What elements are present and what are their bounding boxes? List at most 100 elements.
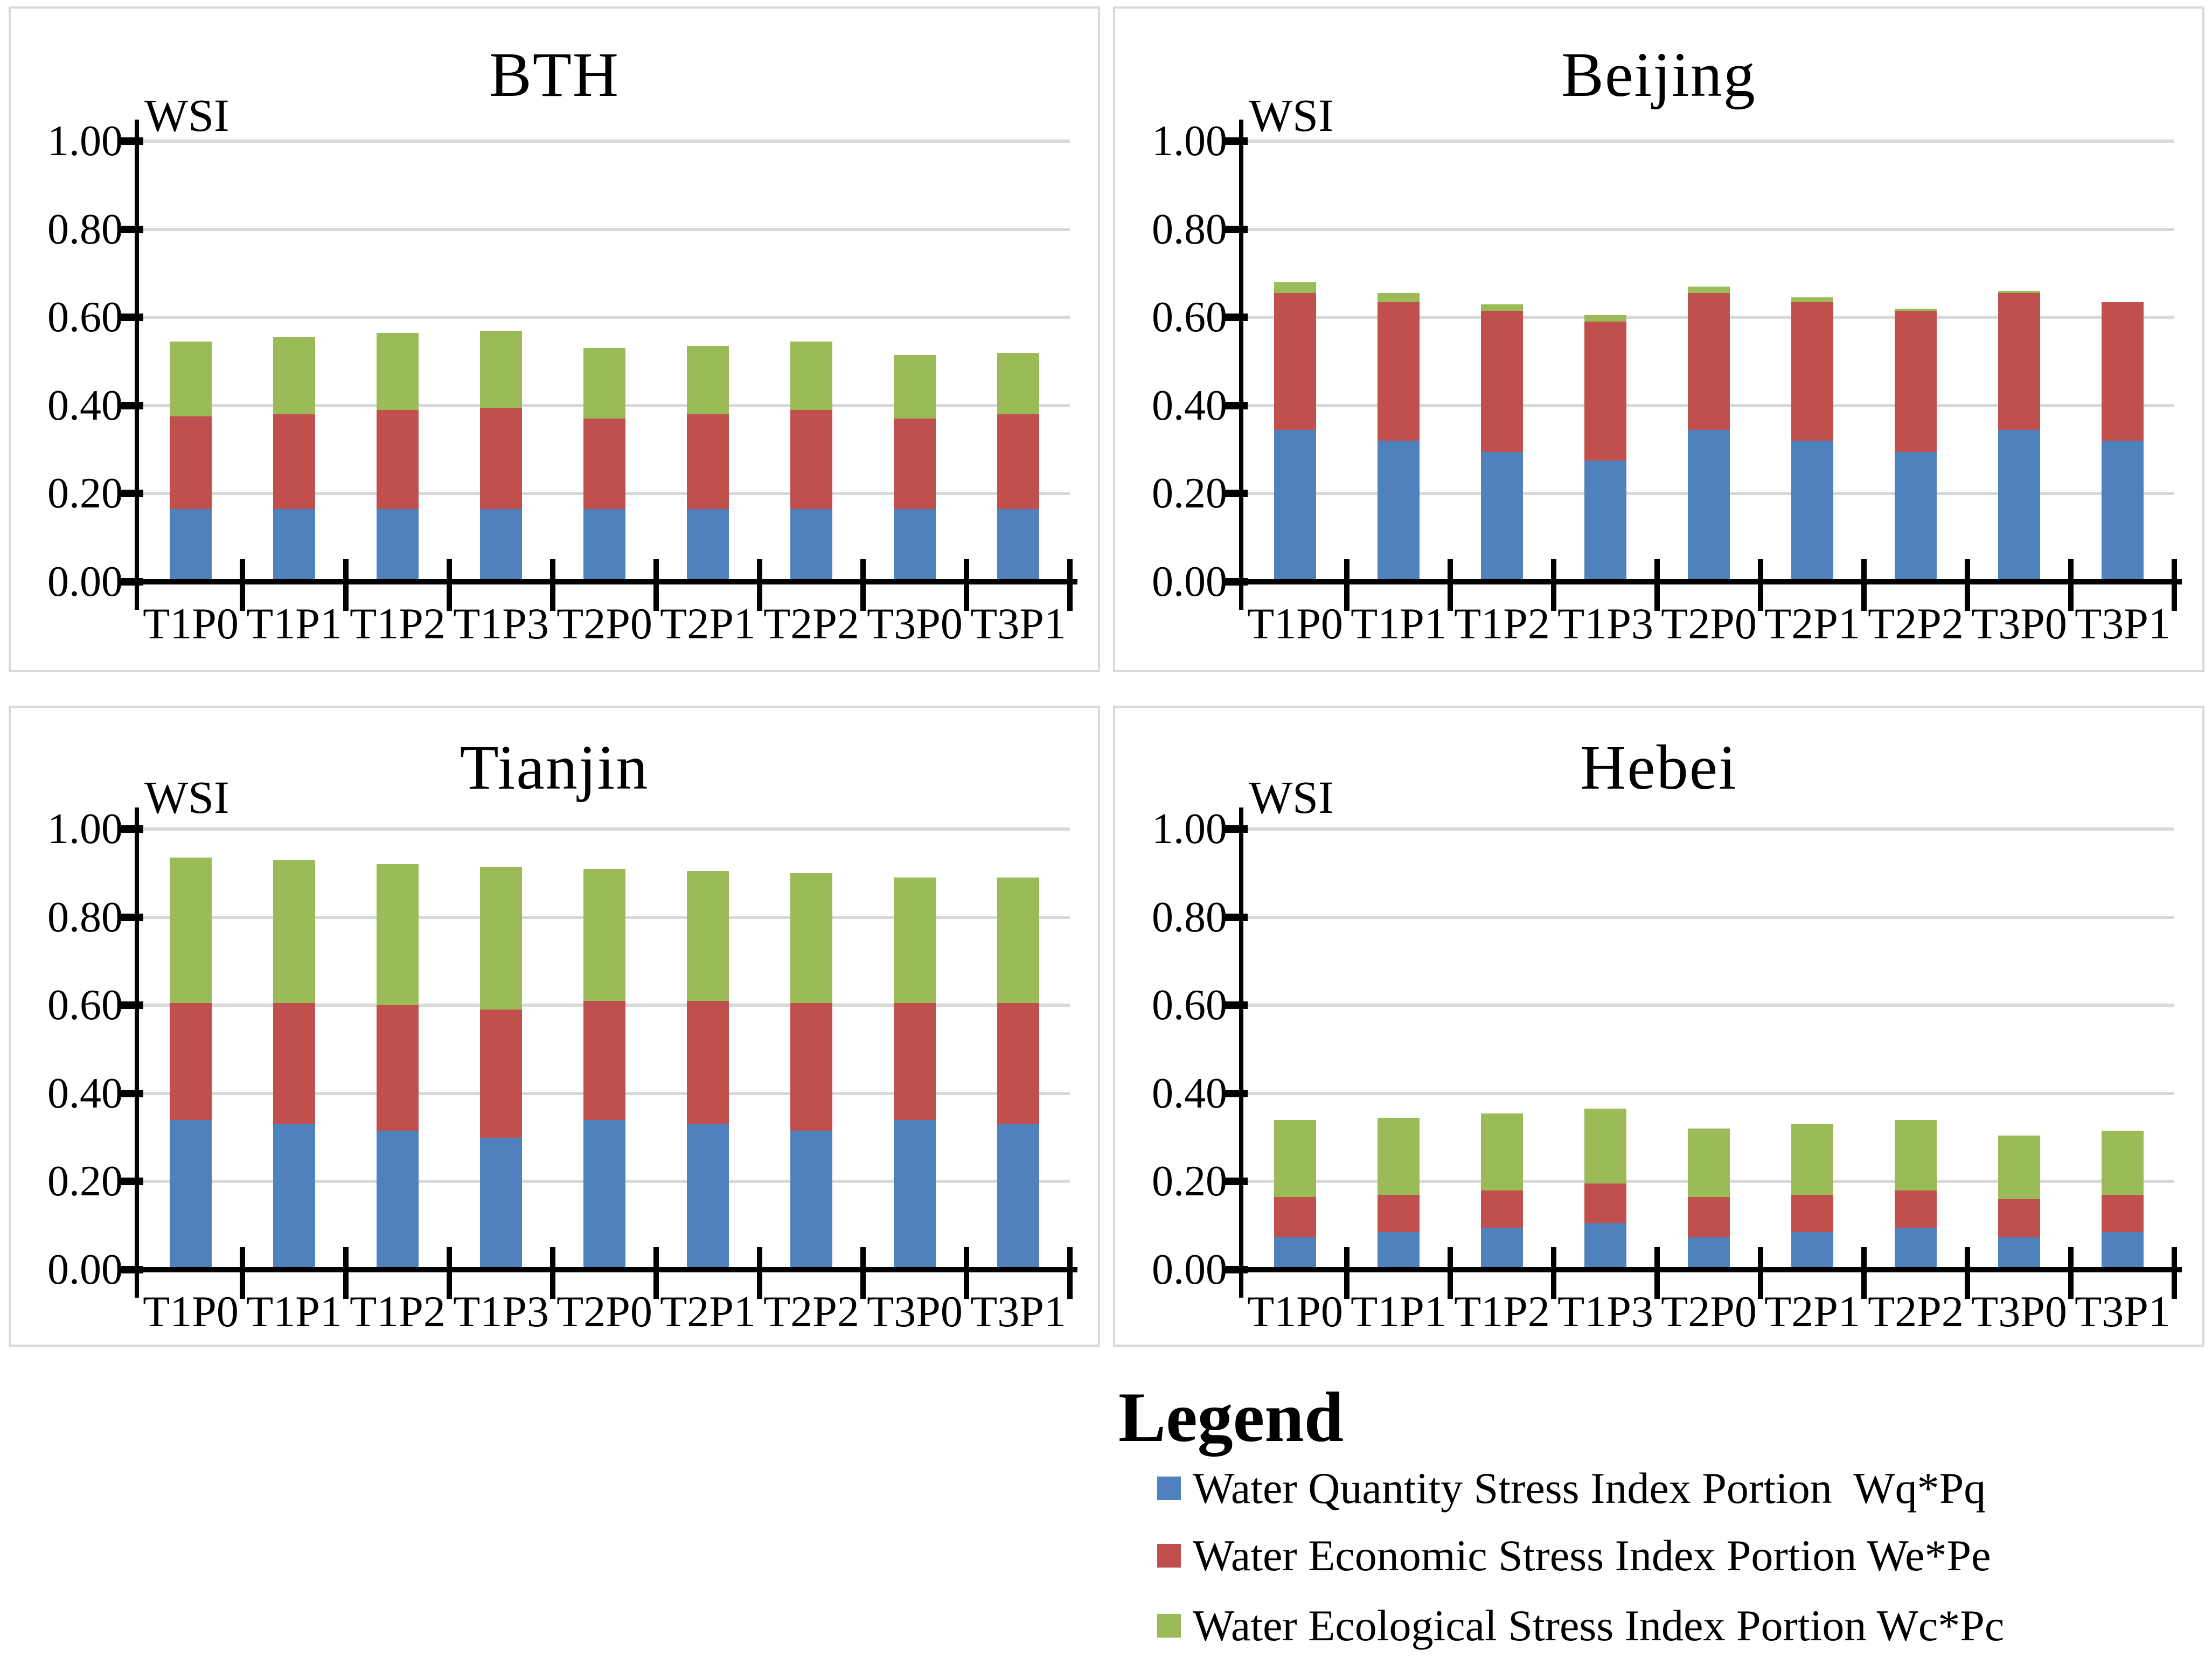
x-tick-label: T1P1 [1351,1287,1446,1336]
bar-segment-s0-T3P1 [2102,1232,2144,1270]
x-axis-tick [343,559,349,611]
bar-segment-s2-T1P2 [377,864,419,1006]
bar-segment-s2-T1P3 [1584,1109,1626,1184]
bar-segment-s0-T2P2 [790,1131,832,1270]
y-tick-label: 0.60 [1152,981,1227,1029]
bar-segment-s0-T1P0 [170,1119,212,1270]
gridline [139,227,1070,231]
bar-segment-s1-T2P1 [687,1001,729,1125]
x-axis-line [130,579,1077,584]
x-tick-label: T1P0 [143,1287,239,1336]
bar-segment-s0-T2P2 [790,509,832,582]
y-tick-label: 1.00 [47,117,123,165]
x-tick-label: T1P2 [1454,1287,1550,1336]
bar-segment-s2-T1P3 [480,866,522,1010]
bar-segment-s1-T2P1 [687,414,729,510]
bar-segment-s1-T3P1 [997,414,1039,510]
legend-swatch-ecological-icon [1157,1614,1181,1638]
y-tick-label: 0.60 [47,981,123,1029]
x-axis-tick [2172,559,2177,611]
bar-segment-s1-T2P2 [1895,310,1937,452]
legend-title: Legend [1118,1377,1344,1457]
bar-segment-s2-T1P0 [170,858,212,1004]
bar-segment-s0-T1P0 [1274,1236,1316,1270]
x-axis-tick [1448,559,1453,611]
chart-title: Beijing [1561,39,1756,110]
x-tick-label: T2P2 [1868,599,1964,648]
x-tick-label: T1P0 [1247,599,1343,648]
x-tick-label: T1P0 [143,599,239,648]
bar-segment-s2-T3P0 [894,877,936,1004]
x-axis-tick [1965,559,1970,611]
bar-segment-s1-T2P1 [1791,302,1833,441]
bar-segment-s0-T1P1 [273,509,315,582]
chart-title: BTH [489,39,620,110]
x-tick-label: T3P0 [1971,599,2067,648]
bar-segment-s0-T3P0 [894,1119,936,1270]
y-tick-label: 0.40 [1152,1069,1227,1117]
x-axis-tick [343,1247,349,1299]
bar-segment-s0-T2P1 [687,509,729,582]
bar-segment-s2-T2P1 [1791,297,1833,302]
bar-segment-s1-T1P1 [1378,1194,1420,1233]
x-tick-label: T2P0 [1661,1287,1757,1336]
x-axis-tick [240,559,245,611]
chart-panel-tianjin: Tianjin WSI 0.00 0.20 0.40 0.60 0.80 1.00 T1P0… [9,706,1100,1347]
plot-area: 0.00 0.20 0.40 0.60 0.80 1.00 T1P0 T1P1 T1P2 T1P3… [1152,117,2182,648]
x-tick-label: T1P1 [246,1287,342,1336]
x-tick-label: T1P0 [1247,1287,1343,1336]
x-axis-tick [1758,1247,1763,1299]
y-axis-title: WSI [1249,771,1334,823]
bar-segment-s0-T1P1 [1378,441,1420,582]
y-tick-label: 0.40 [1152,381,1227,429]
bar-segment-s2-T1P1 [273,337,315,415]
x-axis-tick [240,1247,245,1299]
x-axis-tick [447,1247,452,1299]
y-axis-title: WSI [1249,89,1334,141]
x-axis-tick [1067,559,1073,611]
bar-segment-s0-T3P0 [1998,429,2040,582]
y-tick-label: 0.00 [1152,558,1227,605]
bar-segment-s0-T1P2 [1481,1228,1523,1270]
bar-segment-s0-T3P0 [1998,1236,2040,1270]
bar-segment-s2-T2P2 [790,342,832,410]
x-axis-tick [1067,1247,1073,1299]
x-tick-label: T1P3 [453,599,549,648]
y-tick-label: 0.20 [1152,470,1227,518]
x-axis-tick [757,1247,762,1299]
gridline [1243,915,2174,919]
x-axis-tick [2068,1247,2074,1299]
x-tick-label: T1P3 [1557,1287,1653,1336]
bar-segment-s1-T1P2 [1481,310,1523,452]
bar-segment-s1-T2P2 [790,409,832,510]
x-axis-line [1235,579,2182,584]
x-axis-tick [1861,1247,1867,1299]
chart-panel-hebei: Hebei WSI 0.00 0.20 0.40 0.60 0.80 1.00 T1P0 T1… [1113,706,2204,1347]
x-axis-tick [2068,559,2074,611]
bar-segment-s2-T3P1 [997,352,1039,415]
bar-segment-s1-T3P1 [997,1003,1039,1125]
y-tick-label: 0.80 [1152,205,1227,253]
x-tick-label: T2P0 [557,1287,652,1336]
bar-segment-s1-T1P2 [377,409,419,510]
x-tick-label: T2P1 [660,1287,756,1336]
x-tick-label: T3P1 [2075,1287,2171,1336]
y-tick-label: 0.60 [47,294,123,342]
bar-segment-s2-T1P2 [377,332,419,410]
bar-segment-s1-T1P2 [1481,1190,1523,1228]
x-tick-label: T2P1 [1764,1287,1860,1336]
x-tick-label: T1P3 [1557,599,1653,648]
x-tick-label: T3P0 [1971,1287,2067,1336]
x-axis-tick [653,559,659,611]
x-tick-label: T3P1 [970,1287,1066,1336]
x-axis-tick [964,559,969,611]
bar-segment-s2-T2P1 [687,871,729,1001]
y-tick-label: 0.00 [1152,1246,1227,1293]
legend-item-water-ecological: Water Ecological Stress Index Portion Wc… [1157,1601,2004,1651]
x-axis-tick [1654,1247,1660,1299]
bar-segment-s1-T1P3 [480,407,522,509]
bar-segment-s0-T1P3 [1584,461,1626,582]
bar-segment-s2-T2P1 [687,346,729,415]
bar-segment-s2-T1P2 [1481,1113,1523,1190]
legend-swatch-quantity-icon [1157,1477,1181,1500]
